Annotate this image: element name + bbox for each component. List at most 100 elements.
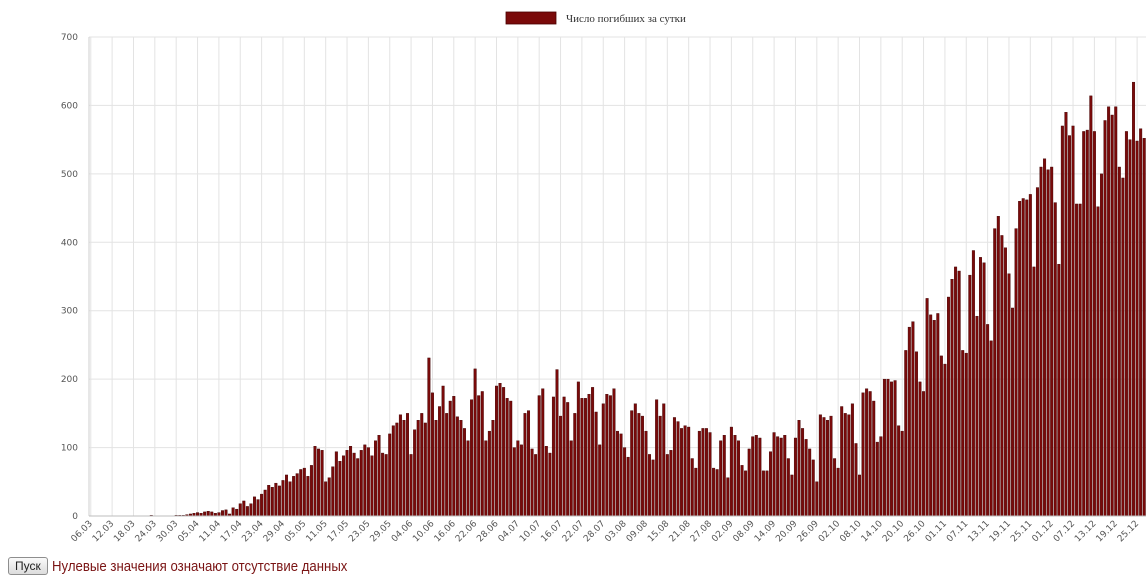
bar [306,476,310,517]
bar [729,426,733,517]
x-tick-label: 22.06 [454,519,479,544]
x-tick-label: 07.12 [1052,519,1077,544]
bar [658,415,662,517]
bar [569,440,573,517]
bar [722,435,726,517]
bar [455,416,459,517]
bar [761,470,765,517]
bar [779,437,783,517]
bar [850,403,854,517]
y-axis: 0 100 200 300 400 500 600 700 [61,33,78,522]
legend-swatch[interactable] [505,11,557,25]
x-tick-label: 29.05 [369,519,394,544]
x-tick-label: 08.10 [838,519,863,544]
bar [822,417,826,517]
bar [772,432,776,517]
play-button[interactable]: Пуск [8,557,48,575]
bar [452,396,456,517]
bar [580,398,584,517]
bar [576,381,580,517]
bar [441,385,445,517]
bar [783,435,787,517]
bar [825,420,829,517]
bar [612,388,616,517]
bar [776,436,780,517]
bar [900,430,904,517]
x-tick-label: 21.08 [668,519,693,544]
bar [1032,266,1036,517]
bar [708,432,712,517]
x-tick-label: 23.05 [347,519,372,544]
bar [818,414,822,517]
x-tick-label: 28.07 [582,519,607,544]
bar [950,279,954,517]
legend-label: Число погибших за сутки [566,13,686,25]
bar [245,506,249,517]
bar [573,413,577,517]
bar [886,378,890,517]
bar [409,454,413,517]
x-tick-label: 29.04 [262,519,287,544]
bar [975,315,979,517]
bar [733,435,737,517]
bar [808,448,812,517]
x-tick-label: 08.09 [732,519,757,544]
bar [648,454,652,517]
bar [946,296,950,517]
bar [907,326,911,517]
bar [327,477,331,517]
x-tick-label: 25.12 [1116,519,1141,544]
bar [747,448,751,517]
bar [861,392,865,517]
bar [398,414,402,517]
bar [484,440,488,517]
bar [388,433,392,517]
bar [914,351,918,517]
bar [651,459,655,517]
x-axis: 06.0312.0318.0324.0330.0305.0411.0417.04… [70,515,1146,544]
bar [210,511,214,517]
legend[interactable]: Число погибших за сутки [505,11,686,25]
bar [523,413,527,517]
bar-series [149,81,1146,517]
bar [719,440,723,517]
x-tick-label: 30.03 [155,519,180,544]
bar [277,485,281,517]
bar [676,421,680,517]
bar [712,467,716,517]
bar [858,474,861,517]
bar [644,430,648,517]
bar [836,467,840,517]
x-tick-label: 05.04 [176,519,201,544]
bar [302,467,306,517]
x-tick-label: 04.06 [390,519,415,544]
bar [957,270,961,517]
bar [559,415,563,517]
x-tick-label: 24.03 [134,519,159,544]
zero-values-note: Нулевые значения означают отсутствие дан… [51,557,348,575]
bar [544,446,548,517]
bar [890,381,894,517]
bar [1035,187,1039,517]
bar [566,402,570,517]
bar [217,512,221,517]
bar [630,410,634,517]
x-tick-label: 13.12 [1073,519,1098,544]
y-tick-label: 400 [61,238,78,248]
x-tick-label: 05.05 [283,519,308,544]
bar [669,450,673,517]
bar [299,469,303,517]
bar [801,428,805,517]
bar [502,387,506,517]
bar [384,454,388,517]
x-tick-label: 01.11 [924,519,949,544]
bar [238,503,242,517]
bar [420,413,424,517]
bar [683,425,687,517]
bar [865,388,869,517]
bar [608,395,612,517]
bar [480,391,484,517]
bar [1064,112,1068,517]
x-tick-label: 03.08 [603,519,628,544]
